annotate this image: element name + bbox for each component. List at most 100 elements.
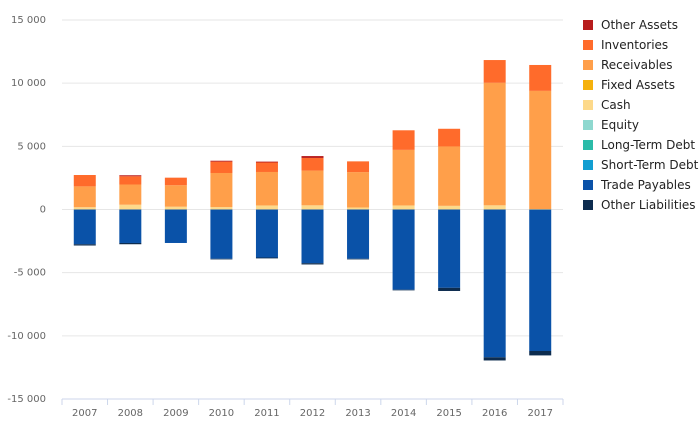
bar-other-assets-2008[interactable] bbox=[119, 175, 142, 177]
bar-receivables-2013[interactable] bbox=[347, 172, 370, 208]
legend-swatch bbox=[583, 120, 593, 130]
bar-cash-2007[interactable] bbox=[73, 207, 96, 210]
y-tick-label: 5 000 bbox=[17, 141, 46, 152]
bar-inventories-2010[interactable] bbox=[210, 161, 233, 173]
x-tick-label: 2008 bbox=[118, 408, 143, 419]
x-tick-label: 2012 bbox=[300, 408, 325, 419]
x-tick-label: 2010 bbox=[209, 408, 234, 419]
legend-item-inventories[interactable]: Inventories bbox=[583, 38, 668, 52]
legend-label: Equity bbox=[601, 118, 639, 132]
legend-item-trade-payables[interactable]: Trade Payables bbox=[583, 178, 691, 192]
legend-swatch bbox=[583, 140, 593, 150]
bar-inventories-2011[interactable] bbox=[255, 162, 278, 172]
legend-swatch bbox=[583, 200, 593, 210]
bar-inventories-2017[interactable] bbox=[529, 64, 552, 91]
y-tick-label: -10 000 bbox=[7, 331, 46, 342]
bar-other-liabilities-2016[interactable] bbox=[483, 357, 506, 361]
bar-trade-payables-2014[interactable] bbox=[392, 209, 415, 290]
legend-item-short-term-debt[interactable]: Short-Term Debt bbox=[583, 158, 699, 172]
legend-item-other-liabilities[interactable]: Other Liabilities bbox=[583, 198, 696, 212]
bar-trade-payables-2008[interactable] bbox=[119, 209, 142, 243]
bar-receivables-2008[interactable] bbox=[119, 184, 142, 205]
bar-other-liabilities-2007[interactable] bbox=[73, 244, 96, 246]
bar-cash-2014[interactable] bbox=[392, 205, 415, 210]
bar-other-assets-2010[interactable] bbox=[210, 160, 233, 162]
legend-item-fixed-assets[interactable]: Fixed Assets bbox=[583, 78, 675, 92]
x-tick-label: 2017 bbox=[528, 408, 553, 419]
x-tick-label: 2009 bbox=[163, 408, 188, 419]
bar-receivables-2016[interactable] bbox=[483, 82, 506, 206]
bar-receivables-2012[interactable] bbox=[301, 170, 324, 206]
bar-trade-payables-2016[interactable] bbox=[483, 209, 506, 358]
y-tick-label: -5 000 bbox=[14, 268, 46, 279]
bar-other-liabilities-2012[interactable] bbox=[301, 263, 324, 265]
legend-item-long-term-debt[interactable]: Long-Term Debt bbox=[583, 138, 695, 152]
legend-swatch bbox=[583, 80, 593, 90]
bar-receivables-2009[interactable] bbox=[164, 185, 187, 207]
bar-receivables-2010[interactable] bbox=[210, 172, 233, 208]
bar-inventories-2015[interactable] bbox=[438, 128, 461, 147]
bar-cash-2012[interactable] bbox=[301, 205, 324, 210]
bar-cash-2017[interactable] bbox=[529, 208, 552, 210]
bar-other-liabilities-2013[interactable] bbox=[347, 258, 370, 260]
bar-inventories-2007[interactable] bbox=[73, 175, 96, 187]
x-tick-label: 2015 bbox=[436, 408, 461, 419]
legend-item-cash[interactable]: Cash bbox=[583, 98, 631, 112]
bar-other-liabilities-2008[interactable] bbox=[119, 242, 142, 245]
legend-label: Other Assets bbox=[601, 18, 678, 32]
bar-trade-payables-2009[interactable] bbox=[164, 209, 187, 243]
bar-receivables-2015[interactable] bbox=[438, 146, 461, 206]
bar-cash-2008[interactable] bbox=[119, 204, 142, 210]
bar-inventories-2012[interactable] bbox=[301, 157, 324, 171]
legend-swatch bbox=[583, 160, 593, 170]
bar-trade-payables-2012[interactable] bbox=[301, 209, 324, 264]
bar-inventories-2008[interactable] bbox=[119, 176, 142, 185]
bar-cash-2010[interactable] bbox=[210, 207, 233, 210]
legend-item-equity[interactable]: Equity bbox=[583, 118, 639, 132]
bar-cash-2013[interactable] bbox=[347, 207, 370, 210]
bar-cash-2009[interactable] bbox=[164, 206, 187, 210]
bar-cash-2015[interactable] bbox=[438, 205, 461, 210]
bar-trade-payables-2015[interactable] bbox=[438, 209, 461, 288]
x-tick-label: 2014 bbox=[391, 408, 416, 419]
bar-other-liabilities-2011[interactable] bbox=[255, 257, 278, 259]
x-tick-label: 2016 bbox=[482, 408, 507, 419]
bar-trade-payables-2010[interactable] bbox=[210, 209, 233, 259]
x-tick-label: 2013 bbox=[345, 408, 370, 419]
legend-label: Inventories bbox=[601, 38, 668, 52]
bar-other-assets-2012[interactable] bbox=[301, 156, 324, 158]
bar-inventories-2016[interactable] bbox=[483, 60, 506, 83]
legend-swatch bbox=[583, 100, 593, 110]
bar-trade-payables-2017[interactable] bbox=[529, 209, 552, 351]
bar-receivables-2017[interactable] bbox=[529, 90, 552, 209]
y-tick-label: 10 000 bbox=[11, 78, 46, 89]
legend-swatch bbox=[583, 40, 593, 50]
y-tick-label: -15 000 bbox=[7, 394, 46, 405]
bar-other-liabilities-2017[interactable] bbox=[529, 350, 552, 356]
bar-inventories-2013[interactable] bbox=[347, 161, 370, 173]
bar-trade-payables-2011[interactable] bbox=[255, 209, 278, 258]
bar-trade-payables-2007[interactable] bbox=[73, 209, 96, 245]
bar-other-assets-2011[interactable] bbox=[255, 161, 278, 163]
y-axis: -15 000 -10 000 -5 000 0 5 000 10 000 15 000 bbox=[7, 15, 46, 405]
y-tick-label: 15 000 bbox=[11, 15, 46, 26]
legend-item-other-assets[interactable]: Other Assets bbox=[583, 18, 678, 32]
bar-receivables-2007[interactable] bbox=[73, 186, 96, 208]
x-axis: 2007 2008 2009 2010 2011 2012 2013 2014 2015 2016… bbox=[61, 398, 564, 419]
bar-inventories-2009[interactable] bbox=[164, 177, 187, 186]
bar-trade-payables-2013[interactable] bbox=[347, 209, 370, 259]
bar-cash-2016[interactable] bbox=[483, 205, 506, 210]
bar-other-liabilities-2014[interactable] bbox=[392, 289, 415, 291]
bar-other-liabilities-2015[interactable] bbox=[438, 287, 461, 291]
bar-receivables-2014[interactable] bbox=[392, 149, 415, 206]
x-tick-label: 2007 bbox=[72, 408, 97, 419]
bar-other-liabilities-2010[interactable] bbox=[210, 258, 233, 260]
bar-receivables-2011[interactable] bbox=[255, 171, 278, 206]
legend-item-receivables[interactable]: Receivables bbox=[583, 58, 673, 72]
bar-inventories-2014[interactable] bbox=[392, 130, 415, 150]
legend-label: Long-Term Debt bbox=[601, 138, 695, 152]
bars bbox=[73, 60, 552, 361]
bar-cash-2011[interactable] bbox=[255, 205, 278, 210]
